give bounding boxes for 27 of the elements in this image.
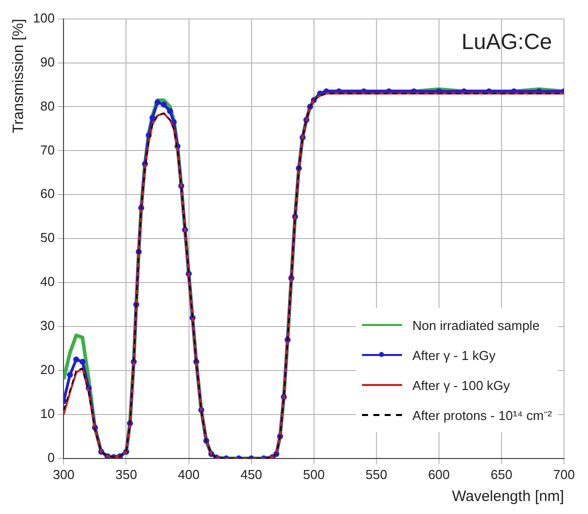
x-tick-label: 700	[553, 466, 575, 482]
annotation: LuAG:Ce	[462, 28, 552, 55]
x-axis-title: Wavelength [nm]	[452, 488, 564, 506]
y-tick-label: 10	[40, 406, 55, 422]
legend-label: After γ - 100 kGy	[412, 378, 510, 393]
x-tick-label: 300	[52, 466, 75, 482]
legend-label: After γ - 1 kGy	[412, 348, 496, 363]
x-tick-label: 600	[428, 466, 450, 482]
x-tick-label: 550	[366, 466, 388, 482]
x-tick-label: 500	[302, 466, 325, 482]
y-tick-label: 20	[40, 362, 55, 378]
x-tick-label: 350	[115, 466, 138, 482]
y-tick-label: 70	[40, 142, 55, 158]
x-tick-label: 450	[240, 466, 262, 482]
y-tick-label: 50	[40, 230, 55, 246]
y-tick-label: 40	[40, 274, 55, 290]
y-tick-label: 60	[40, 186, 55, 202]
y-tick-label: 80	[40, 98, 55, 114]
legend-label: Non irradiated sample	[412, 318, 540, 333]
x-tick-label: 400	[178, 466, 200, 482]
y-tick-label: 30	[40, 318, 55, 334]
legend-label: After protons - 10¹⁴ cm⁻²	[412, 407, 552, 424]
y-axis-title: Transmission [%]	[10, 18, 28, 134]
y-tick-label: 100	[32, 10, 55, 26]
y-tick-label: 90	[40, 54, 55, 70]
x-tick-label: 650	[490, 466, 512, 482]
y-tick-label: 0	[47, 450, 55, 465]
